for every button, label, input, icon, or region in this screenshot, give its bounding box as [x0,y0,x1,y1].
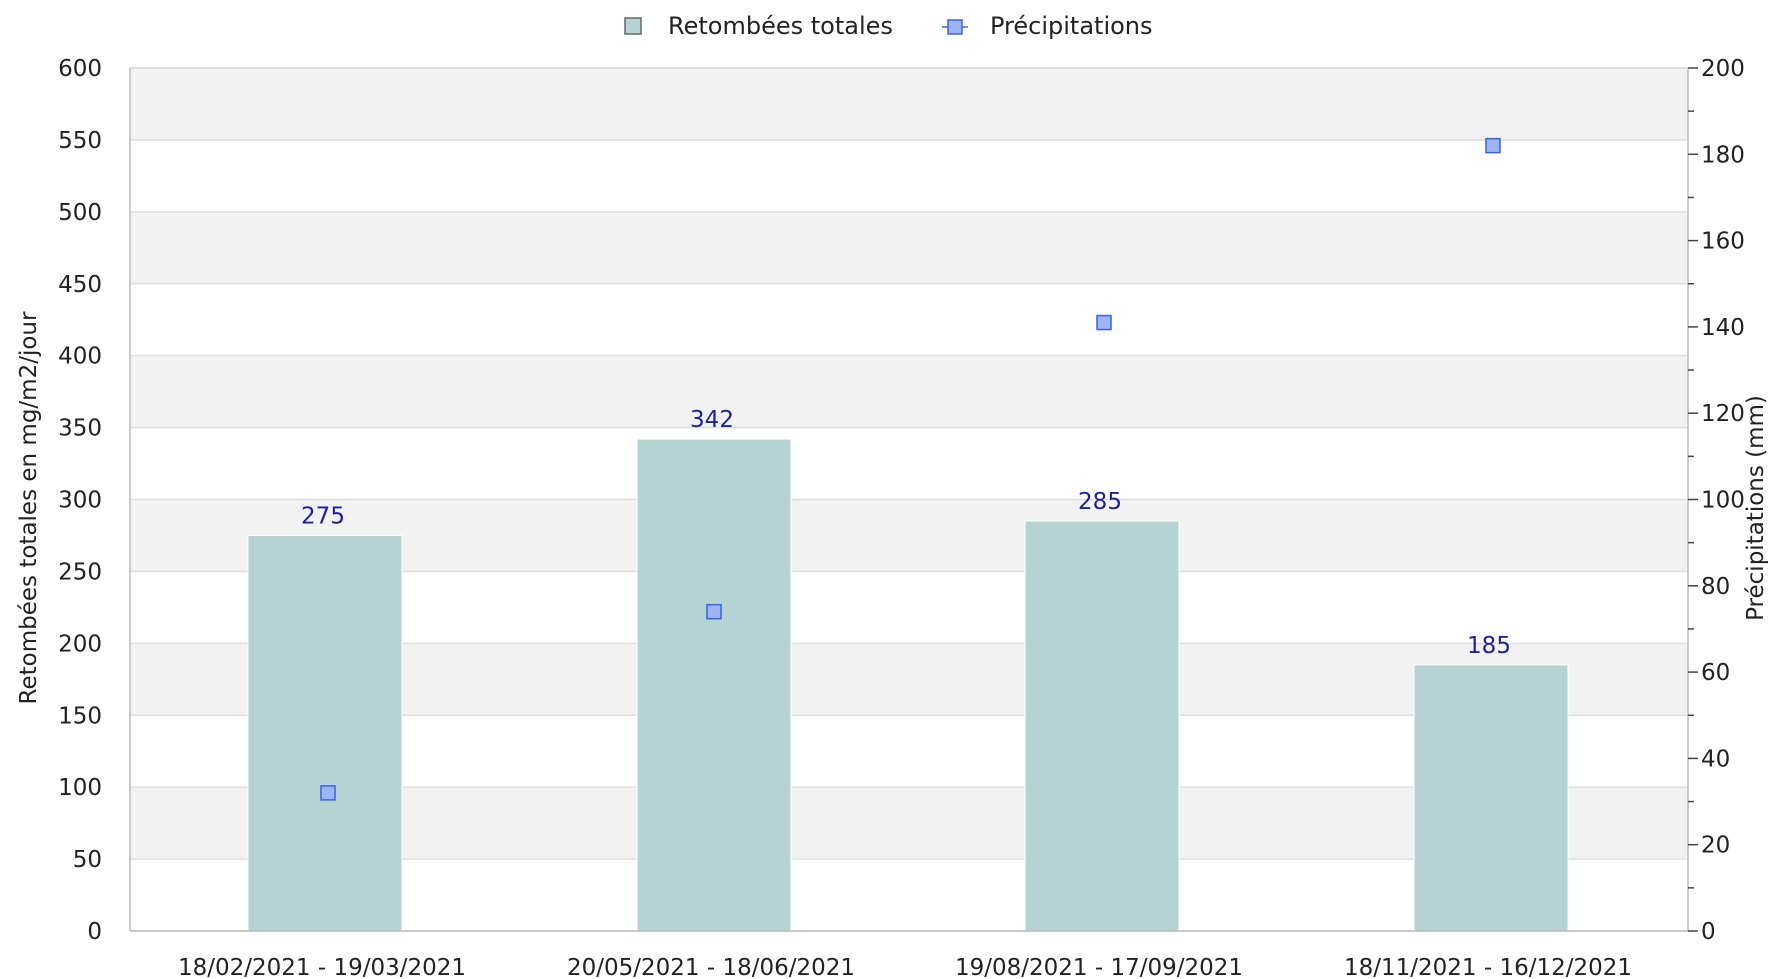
plot-band [130,139,1688,212]
y-tick-label: 500 [58,200,102,226]
right-axis-title: Précipitations (mm) [1743,395,1769,621]
x-tick-label: 18/11/2021 - 16/12/2021 [1344,955,1632,979]
x-tick-label: 18/02/2021 - 19/03/2021 [178,955,466,979]
y2-tick-label: 180 [1701,142,1745,168]
plot-band [130,283,1688,356]
y2-tick-label: 60 [1701,660,1730,686]
precipitation-point [1485,137,1501,154]
plot-band [130,355,1688,428]
y-tick-label: 50 [73,847,102,873]
y-tick-label: 350 [58,416,102,442]
y-tick-label: 600 [58,56,102,82]
bar-value-label: 342 [690,407,734,433]
x-tick-label: 20/05/2021 - 18/06/2021 [567,955,855,979]
precipitation-point [706,603,722,620]
y2-tick-label: 0 [1701,919,1716,945]
y-tick-label: 550 [58,128,102,154]
left-axis-title: Retombées totales en mg/m2/jour [16,311,42,704]
left-axis-ticks: 0 50 100 150 200 250 300 350 400 450 500 550 600 [58,56,102,945]
y-tick-label: 150 [58,703,102,729]
y2-tick-label: 200 [1701,56,1745,82]
category-axis-ticks: 18/02/2021 - 19/03/2021 20/05/2021 - 18/0… [178,955,1632,979]
y2-tick-label: 140 [1701,315,1745,341]
scatter-series [320,137,1501,801]
bar-value-labels: 275 342 285 185 [301,407,1511,659]
bar [636,438,792,932]
y-tick-label: 100 [58,775,102,801]
legend: Retombées totales Précipitations [624,12,1153,40]
plot-band [130,427,1688,500]
y-tick-label: 300 [58,488,102,514]
right-axis-ticks: 0 20 40 60 80 100 120 140 160 180 200 [1688,56,1745,945]
bar-series [247,438,1569,932]
y-tick-label: 450 [58,272,102,298]
y2-tick-label: 160 [1701,229,1745,255]
y2-tick-label: 100 [1701,488,1745,514]
legend-marker-precipitations [947,19,963,35]
y2-tick-label: 20 [1701,833,1730,859]
bar [1413,664,1569,932]
precipitation-point [320,785,336,801]
y-tick-label: 200 [58,631,102,657]
bar-value-label: 185 [1467,633,1511,659]
precipitation-point [1096,314,1112,331]
bar [247,534,403,932]
bar-value-label: 285 [1078,489,1122,515]
y2-tick-label: 120 [1701,401,1745,427]
y2-tick-label: 40 [1701,746,1730,772]
bar [1024,520,1180,932]
y-tick-label: 0 [87,919,102,945]
legend-label-retombees: Retombées totales [668,12,893,40]
x-tick-label: 19/08/2021 - 17/09/2021 [955,955,1243,979]
bar-value-label: 275 [301,503,345,529]
plot-band [130,211,1688,284]
legend-swatch-retombees [624,17,642,35]
y2-tick-label: 80 [1701,574,1730,600]
legend-label-precipitations: Précipitations [990,12,1153,40]
plot-band [130,68,1688,140]
y-tick-label: 400 [58,344,102,370]
y-tick-label: 250 [58,559,102,585]
